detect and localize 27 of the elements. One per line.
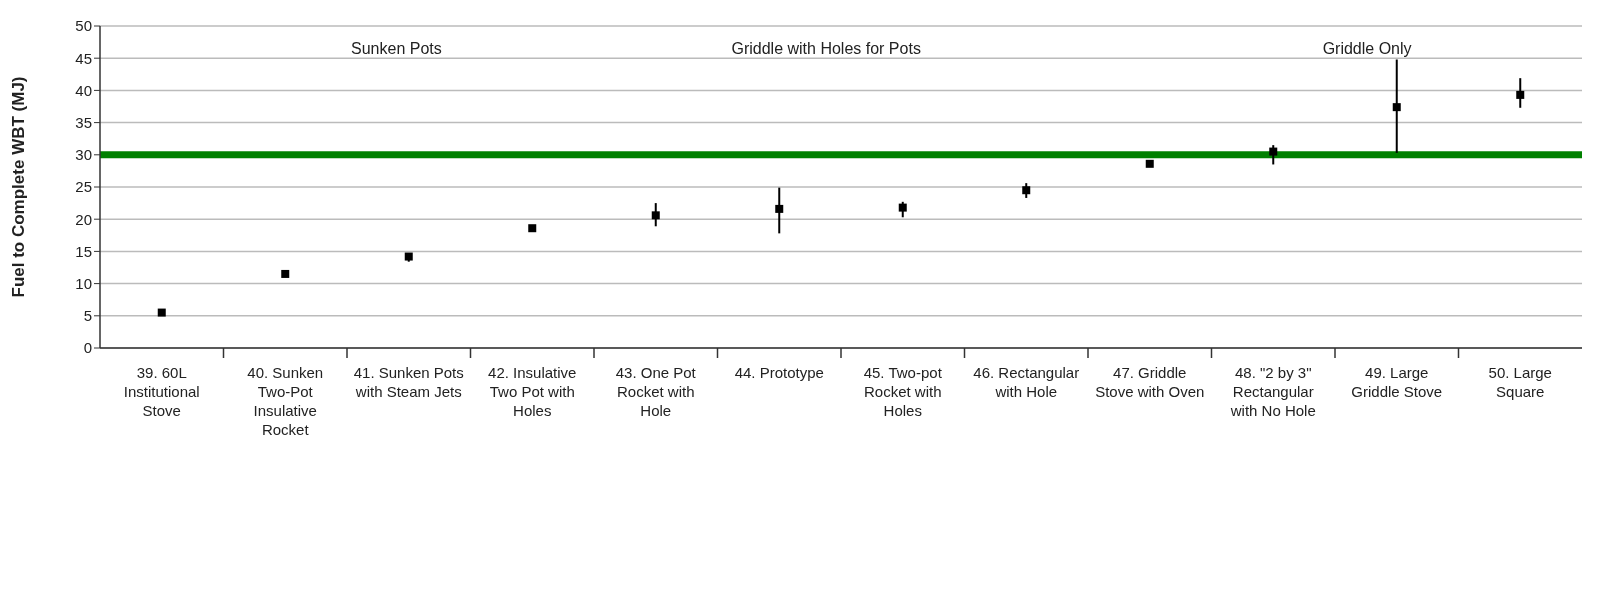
annotation: Griddle Only (1322, 40, 1412, 57)
y-tick-label: 50 (75, 17, 92, 35)
x-tick-label: 41. Sunken Pots with Steam Jets (353, 364, 464, 400)
x-tick-label: 46. Rectangular with Hole (973, 364, 1080, 400)
y-tick-label: 35 (75, 113, 92, 131)
y-tick-label: 45 (75, 49, 92, 67)
x-tick-label: 48. "2 by 3" Rectangular with No Hole (1229, 364, 1316, 419)
y-axis-title: Fuel to Complete WBT (MJ) (9, 76, 29, 298)
x-tick-label: 44. Prototype (734, 364, 824, 381)
annotation: Sunken Pots (351, 40, 442, 57)
y-tick-label: 30 (75, 146, 92, 164)
x-tick-label: 45. Two-pot Rocket with Holes (863, 364, 943, 419)
x-tick-label: 50. Large Square (1488, 364, 1552, 400)
y-tick-label: 0 (83, 339, 92, 357)
y-tick-label: 10 (75, 274, 92, 292)
x-tick-label: 39. 60L Institutional Stove (123, 364, 200, 419)
y-tick-label: 40 (75, 81, 92, 99)
x-tick-label: 47. Griddle Stove with Oven (1095, 364, 1205, 400)
y-tick-label: 20 (75, 210, 92, 228)
x-tick-label: 42. Insulative Two Pot with Holes (488, 364, 577, 419)
x-tick-label: 43. One Pot Rocket with Hole (615, 364, 697, 419)
x-tick-label: 40. Sunken Two-Pot Insulative Rocket (247, 364, 324, 438)
y-tick-label: 25 (75, 178, 92, 196)
y-tick-label: 5 (83, 307, 92, 325)
x-tick-label: 49. Large Griddle Stove (1351, 364, 1443, 400)
y-tick-label: 15 (75, 242, 92, 260)
annotation: Griddle with Holes for Pots (731, 40, 921, 57)
